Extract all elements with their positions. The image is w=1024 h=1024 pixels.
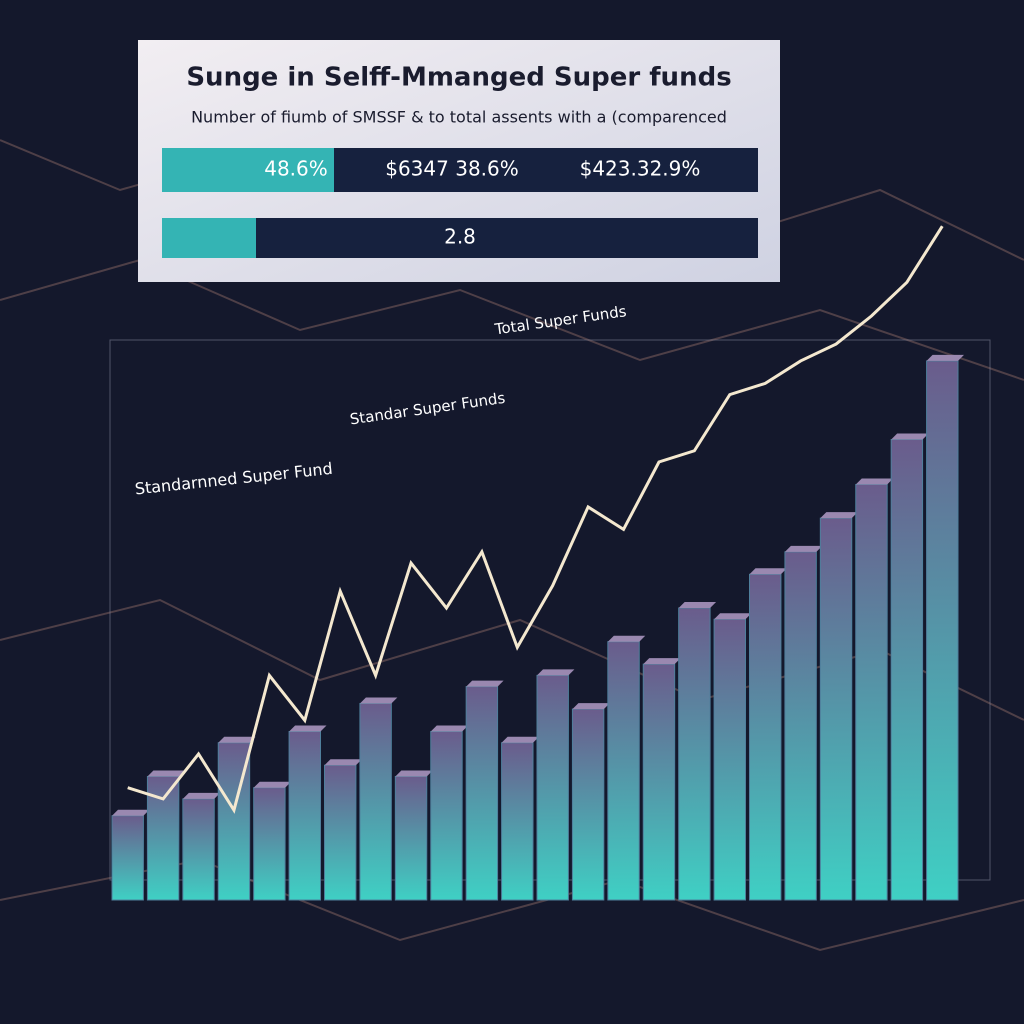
bar-top [749,568,787,575]
bar [926,360,959,901]
bar [430,731,463,901]
bar-top [891,433,929,440]
bar-top [147,770,185,777]
bar-top [182,792,221,799]
bar-top [253,781,292,788]
bar [536,674,569,901]
bar-top [537,669,575,676]
bar [678,607,711,901]
bar-top [855,478,894,485]
bar [784,551,817,901]
bar-top [430,725,469,732]
bar-top [643,658,681,665]
bar-top [218,736,256,743]
bar-top [784,545,823,552]
panel-bar [162,218,758,258]
bar [642,663,676,901]
panel-value: 48.6% [264,157,328,181]
bar-top [112,809,150,816]
bar [394,775,428,901]
bar-top [395,770,433,777]
bar [855,483,888,901]
bar [288,731,322,901]
bar [571,708,605,901]
panel-bar-fill [162,218,256,258]
bar [749,573,782,901]
bar [253,787,286,901]
panel-value: $423.32.9% [580,157,701,181]
bar [111,815,144,901]
panel-bar-fill [162,148,334,192]
panel-value: $6347 38.6% [385,157,519,181]
bar-top [678,602,717,608]
bar-top [820,512,858,519]
bar [501,742,534,901]
bar-top [359,697,398,704]
bar [713,618,746,901]
bar-top [926,354,964,361]
bar [359,702,392,901]
bar-top [289,725,327,732]
bar [465,686,499,901]
bar-top [324,759,362,766]
bar [890,439,924,901]
line [127,225,944,814]
bar-top [501,736,539,743]
bar [182,798,215,901]
bar-top [572,703,610,710]
bar-top [466,680,504,687]
panel-value: 2.8 [444,225,476,249]
bar-top [607,635,646,642]
bar [324,764,357,901]
bar [607,641,640,901]
title: Sunge in Selff-Mmanged Super funds [186,63,731,93]
subtitle: Number of fiumb of SMSSF & to total asse… [191,108,727,127]
bar-top [714,613,752,620]
bar [819,517,853,901]
